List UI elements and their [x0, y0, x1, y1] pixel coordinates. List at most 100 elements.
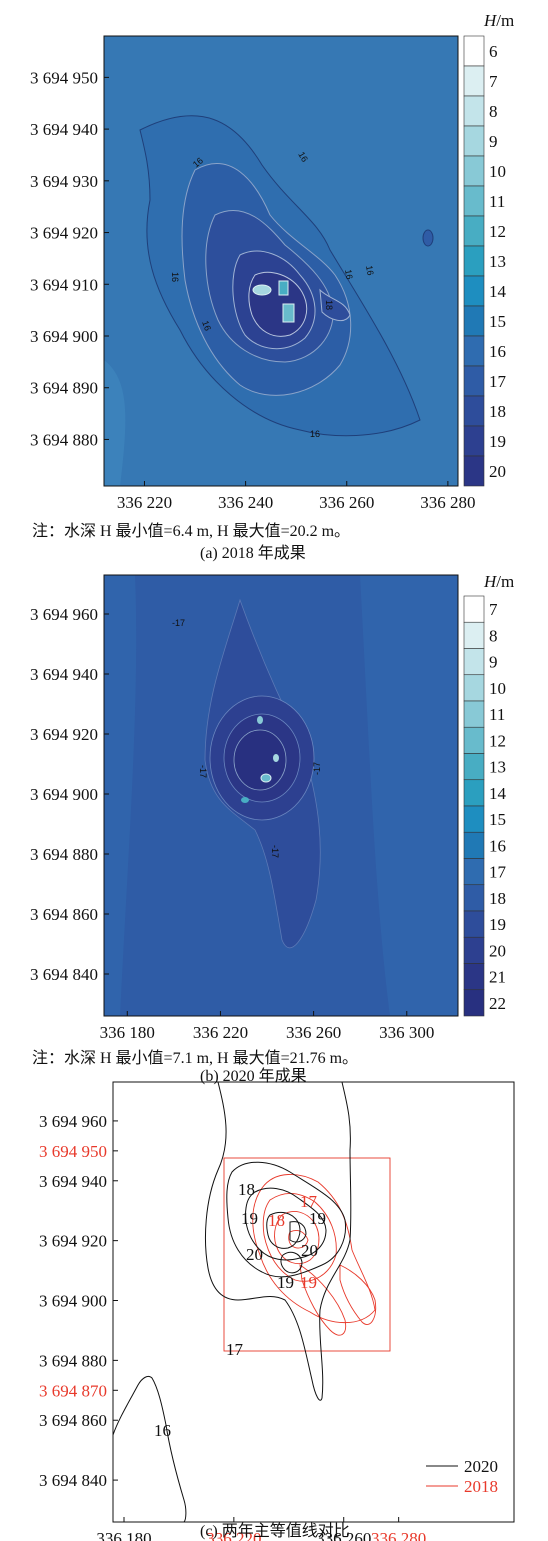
- panel-c-caption: (c) 两年主等值线对比: [200, 1523, 350, 1540]
- colorbar-label: 17: [489, 372, 507, 391]
- y-tick-label: 3 694 940: [30, 120, 98, 139]
- a-shoal-1: [278, 280, 289, 296]
- series-2020-contours: [113, 1082, 352, 1522]
- a-small-patch: [422, 229, 434, 247]
- legend-2018-label: 2018: [464, 1477, 498, 1496]
- y-tick-label: 3 694 900: [39, 1292, 107, 1311]
- panel-b-frame: [103, 574, 459, 1017]
- y-tick-label: 3 694 940: [39, 1172, 107, 1191]
- colorbar-label: 8: [489, 102, 498, 121]
- a-contour-label: 16: [364, 265, 376, 277]
- y-tick-label: 3 694 880: [30, 845, 98, 864]
- panel-a-colorbar: 6 7 8 9 10 11 12 13 14 15 16 17 18 19 20: [463, 35, 507, 487]
- c-label-2018: 19: [300, 1273, 317, 1292]
- colorbar-swatch: [463, 674, 485, 702]
- colorbar-label: 20: [489, 941, 506, 960]
- panel-a-note: 注：水深 H 最小值=6.4 m, H 最大值=20.2 m。: [32, 523, 351, 540]
- colorbar-label: 7: [489, 600, 498, 619]
- colorbar-label: 11: [489, 705, 505, 724]
- y-tick-label: 3 694 860: [30, 905, 98, 924]
- c-label-2020: 19: [277, 1273, 294, 1292]
- y-tick-label: 3 694 940: [30, 665, 98, 684]
- c-label-2020: 19: [241, 1209, 258, 1228]
- a-contour-label: 16: [296, 150, 310, 164]
- legend-2020-label: 2020: [464, 1457, 498, 1476]
- contour-2018-16: [252, 1174, 376, 1323]
- x-tick-label: 336 260: [319, 493, 374, 512]
- x-tick-label: 336 180: [100, 1023, 155, 1042]
- y-tick-label: 3 694 890: [30, 379, 98, 398]
- colorbar-swatch: [463, 155, 485, 187]
- a-shoal-3: [252, 284, 272, 296]
- contour-2020-20b: [289, 1221, 307, 1243]
- panel-a-contour-labels: 16 16 16 16 16 16 16 18: [170, 150, 376, 439]
- contour-2020-17: [205, 1082, 352, 1401]
- panel-c-x-ticks: 336 180 336 260 336 220 336 280: [96, 1517, 426, 1541]
- panel-a-colorbar-title: H/m: [483, 11, 514, 30]
- panel-b-colorbar: 7 8 9 10 11 12 13 14 15 16 17 18 19 20 21 22: [463, 595, 507, 1017]
- colorbar-label: 20: [489, 462, 506, 481]
- colorbar-swatch: [463, 648, 485, 676]
- panel-b-x-ticks: 336 180 336 220 336 260 336 300: [100, 1011, 434, 1042]
- colorbar-swatch: [463, 726, 485, 754]
- c-label-2020: 16: [154, 1421, 171, 1440]
- c-label-2018: 18: [268, 1211, 285, 1230]
- colorbar-swatch: [463, 910, 485, 938]
- colorbar-swatch: [463, 700, 485, 728]
- y-tick-label: 3 694 950: [30, 68, 98, 87]
- colorbar-swatch: [463, 365, 485, 397]
- colorbar-swatch: [463, 831, 485, 859]
- y-tick-label: 3 694 870: [39, 1381, 107, 1400]
- c-label-2020: 20: [301, 1241, 318, 1260]
- c-label-2020: 17: [226, 1340, 244, 1359]
- y-tick-label: 3 694 880: [30, 430, 98, 449]
- colorbar-swatch: [463, 858, 485, 886]
- colorbar-swatch: [463, 779, 485, 807]
- b-contour-21: [233, 729, 287, 791]
- c-label-2020: 18: [238, 1180, 255, 1199]
- contour-2018-boundary: [223, 1157, 391, 1352]
- b-shoal-4: [273, 754, 279, 762]
- colorbar-label: 10: [489, 162, 506, 181]
- contour-2020-18: [226, 1161, 347, 1278]
- c-label-2020: 20: [246, 1245, 263, 1264]
- colorbar-swatch: [463, 884, 485, 912]
- colorbar-label: 13: [489, 252, 506, 271]
- colorbar-label: 16: [489, 836, 506, 855]
- colorbar-label: 21: [489, 968, 506, 987]
- a-contour-label: 16: [343, 269, 355, 281]
- b-contour-label: -17: [312, 762, 322, 775]
- y-tick-label: 3 694 950: [39, 1142, 107, 1161]
- colorbar-swatch: [463, 753, 485, 781]
- colorbar-swatch: [463, 621, 485, 649]
- a-contour-label: 18: [324, 300, 334, 310]
- colorbar-label: 12: [489, 222, 506, 241]
- colorbar-swatch: [463, 95, 485, 127]
- panel-c-legend: 2020 2018: [426, 1457, 498, 1496]
- a-contour-label: 16: [191, 155, 205, 169]
- panel-a-y-ticks: 3 694 950 3 694 940 3 694 930 3 694 920 3 69…: [30, 68, 109, 449]
- y-tick-label: 3 694 900: [30, 327, 98, 346]
- colorbar-label: 17: [489, 863, 507, 882]
- colorbar-label: 15: [489, 312, 506, 331]
- panel-c: 18 19 20 20 19 19 17 16 18 17 19 3 694 9…: [39, 1081, 515, 1541]
- contour-2018-18: [274, 1211, 320, 1264]
- colorbar-swatch: [463, 215, 485, 247]
- y-tick-label: 3 694 880: [39, 1351, 107, 1370]
- x-tick-label: 336 260: [286, 1023, 341, 1042]
- x-tick-label: 336 300: [379, 1023, 434, 1042]
- colorbar-swatch: [463, 35, 485, 67]
- b-contour-label: -17: [172, 618, 185, 628]
- panel-b-colorbar-title: H/m: [483, 572, 514, 591]
- colorbar-swatch: [463, 125, 485, 157]
- b-shoal-3: [241, 797, 249, 803]
- x-tick-label: 336 260: [316, 1529, 371, 1541]
- colorbar-swatch: [463, 989, 485, 1017]
- y-tick-label: 3 694 900: [30, 785, 98, 804]
- b-contour-label: -17: [270, 845, 280, 858]
- y-tick-label: 3 694 910: [30, 275, 98, 294]
- c-label-2018: 17: [300, 1192, 318, 1211]
- a-left-shallow: [104, 360, 126, 486]
